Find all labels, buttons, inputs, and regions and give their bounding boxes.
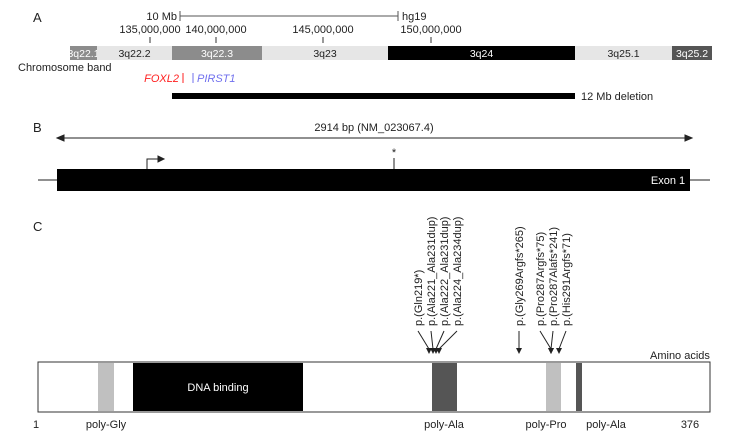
domain-label: DNA binding xyxy=(187,382,248,394)
poly-ala-region xyxy=(432,363,457,411)
coordinate-ticks: 135,000,000 140,000,000 145,000,000 150,… xyxy=(119,24,462,43)
variant-label: p.(Pro287Argfs*75) xyxy=(535,232,547,326)
band-label: 3q22.1 xyxy=(67,48,99,60)
exon-label: Exon 1 xyxy=(651,175,685,187)
band-label: 3q23 xyxy=(313,48,337,60)
end-position: 376 xyxy=(681,419,699,431)
chromosome-bands: 3q22.1 3q22.2 3q22.3 3q23 3q24 3q25.1 3q25.2 xyxy=(67,46,712,60)
coordinate-label: 135,000,000 xyxy=(119,24,180,36)
gene-foxl2: FOXL2 xyxy=(144,73,179,85)
variant-label: p.(Ala221_Ala231dup) xyxy=(426,217,438,326)
poly-ala-region xyxy=(576,363,582,411)
variant-list: p.(Gln219*) p.(Ala221_Ala231dup) p.(Ala222… xyxy=(413,217,573,354)
coordinate-label: 140,000,000 xyxy=(185,24,246,36)
variant-asterisk: * xyxy=(392,147,397,159)
deletion-label: 12 Mb deletion xyxy=(581,91,653,103)
transcript-length-label: 2914 bp (NM_023067.4) xyxy=(314,122,433,134)
band-3q25.2 xyxy=(672,46,712,60)
length-arrow xyxy=(55,134,694,142)
band-3q22.2 xyxy=(97,46,172,60)
transcription-start-arrow xyxy=(146,155,166,169)
band-label: 3q22.3 xyxy=(201,48,233,60)
panel-c-label: C xyxy=(33,219,42,234)
band-track-label: Chromosome band xyxy=(18,62,112,74)
band-3q24 xyxy=(388,46,575,60)
variant-label: p.(His291Argfs*71) xyxy=(561,233,573,326)
variant-label: p.(Ala222_Ala231dup) xyxy=(439,217,451,326)
poly-gly-region xyxy=(98,363,114,411)
variant-label: p.(Pro287Alafs*241) xyxy=(548,227,560,326)
scale-bar-label: 10 Mb xyxy=(146,11,177,23)
region-label: poly-Gly xyxy=(86,419,127,431)
panel-a-label: A xyxy=(33,10,42,25)
variant-arrow xyxy=(417,330,432,354)
exon-1-box xyxy=(57,169,690,191)
axis-label: Amino acids xyxy=(650,350,710,362)
band-3q22.3 xyxy=(172,46,262,60)
assembly-label: hg19 xyxy=(402,11,426,23)
dna-binding-domain xyxy=(133,363,303,411)
band-3q22.1 xyxy=(70,46,97,60)
start-position: 1 xyxy=(33,419,39,431)
band-label: 3q22.2 xyxy=(118,48,150,60)
region-label: poly-Ala xyxy=(586,419,627,431)
coordinate-label: 145,000,000 xyxy=(292,24,353,36)
gene-pirst1: PIRST1 xyxy=(197,73,236,85)
band-label: 3q25.1 xyxy=(607,48,639,60)
variant-label: p.(Ala224_Ala234dup) xyxy=(452,217,464,326)
variant-arrow xyxy=(436,330,458,354)
band-3q23 xyxy=(262,46,388,60)
coordinate-label: 150,000,000 xyxy=(400,24,461,36)
variant-label: p.(Gly269Argfs*265) xyxy=(514,226,526,326)
variant-arrow xyxy=(548,330,554,354)
deletion-bar xyxy=(172,93,575,99)
variant-arrow xyxy=(556,330,567,354)
panel-b-label: B xyxy=(33,120,42,135)
poly-pro-region xyxy=(546,363,561,411)
band-label: 3q24 xyxy=(470,48,494,60)
band-3q25.1 xyxy=(575,46,672,60)
region-label: poly-Ala xyxy=(424,419,465,431)
band-label: 3q25.2 xyxy=(676,48,708,60)
variant-label: p.(Gln219*) xyxy=(413,270,425,326)
region-label: poly-Pro xyxy=(526,419,567,431)
variant-arrow xyxy=(516,331,522,354)
scale-bar xyxy=(179,11,399,21)
